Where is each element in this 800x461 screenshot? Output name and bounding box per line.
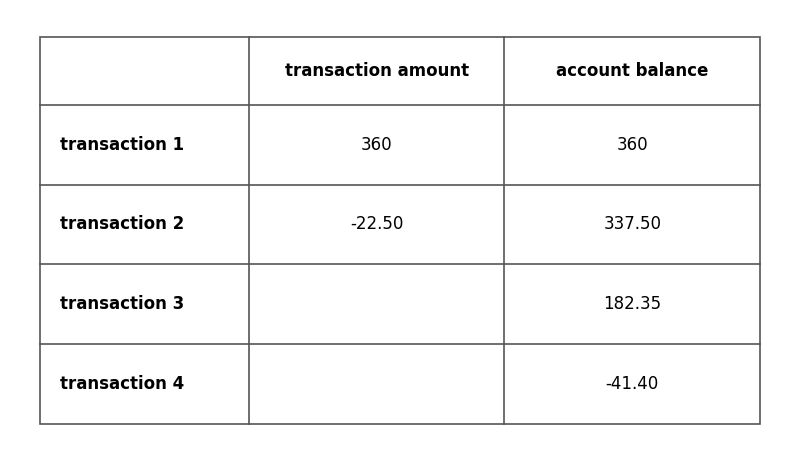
Text: 337.50: 337.50 bbox=[603, 215, 661, 233]
Text: transaction 4: transaction 4 bbox=[60, 375, 184, 393]
Text: transaction 2: transaction 2 bbox=[60, 215, 184, 233]
Text: account balance: account balance bbox=[556, 62, 708, 80]
Text: -22.50: -22.50 bbox=[350, 215, 403, 233]
Text: 182.35: 182.35 bbox=[603, 296, 662, 313]
Text: transaction 3: transaction 3 bbox=[60, 296, 184, 313]
Text: -41.40: -41.40 bbox=[606, 375, 659, 393]
Text: transaction amount: transaction amount bbox=[285, 62, 469, 80]
Bar bbox=[40, 37, 760, 424]
Text: 360: 360 bbox=[616, 136, 648, 154]
Text: transaction 1: transaction 1 bbox=[60, 136, 184, 154]
Text: 360: 360 bbox=[361, 136, 393, 154]
